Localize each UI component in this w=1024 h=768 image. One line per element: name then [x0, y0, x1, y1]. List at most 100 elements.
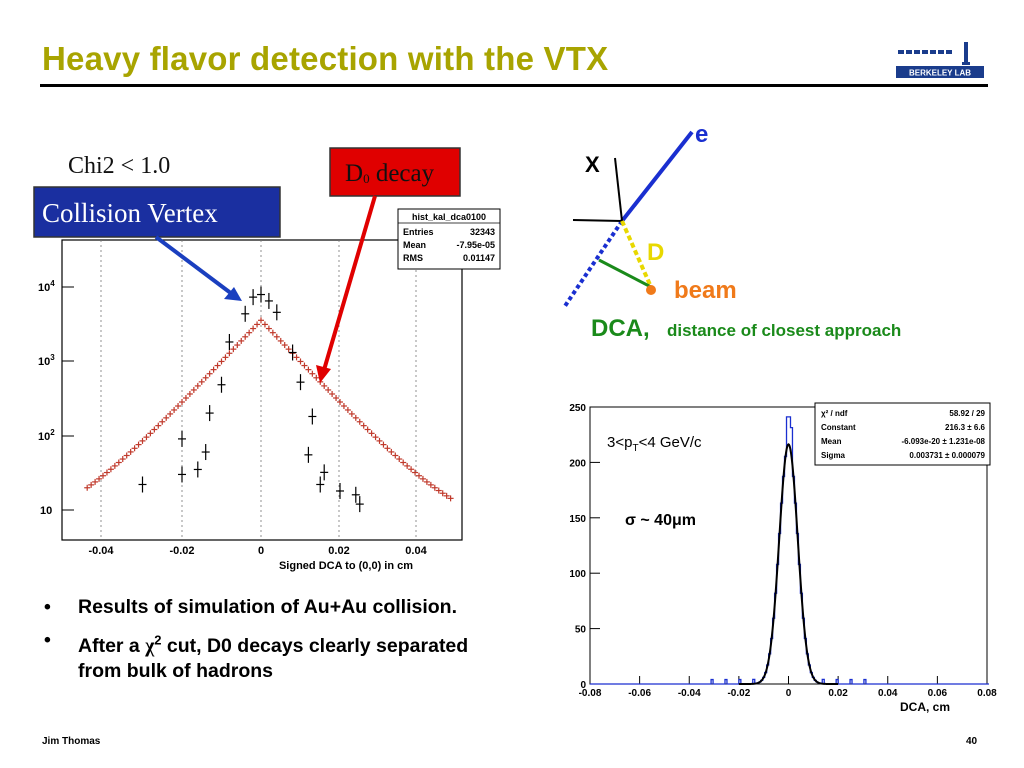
svg-text:D0 decay: D0 decay	[345, 160, 435, 187]
chi2-cut-marker	[316, 476, 325, 493]
all-tracks-marker	[175, 403, 182, 410]
dca-gaussian-fit-plot: 0 50 100 150 200 250 -0.08 -0.06 -0.04 -0.02 0 0.0…	[569, 402, 997, 714]
chi2-cut-marker	[320, 464, 329, 481]
all-tracks-marker	[293, 354, 300, 361]
y-tick-label: 0	[580, 680, 586, 691]
all-tracks-marker	[151, 426, 158, 433]
all-tracks-marker	[194, 382, 201, 389]
all-tracks-marker	[333, 395, 340, 402]
all-tracks-marker	[419, 475, 426, 482]
all-tracks-marker	[143, 434, 150, 441]
decay-arrow-head	[316, 365, 331, 383]
all-tracks-marker	[115, 459, 122, 466]
x-tick-label: 0.02	[828, 688, 848, 699]
svg-text:216.3 ± 6.6: 216.3 ± 6.6	[945, 423, 986, 432]
all-tracks-marker	[182, 395, 189, 402]
all-tracks-marker	[100, 472, 106, 479]
all-tracks-marker	[254, 321, 261, 328]
x-axis-label: DCA, cm	[900, 700, 950, 714]
chi2-cut-marker	[193, 461, 202, 478]
y-tick-1e3: 103	[38, 353, 55, 368]
all-tracks-marker	[119, 456, 126, 463]
all-tracks-marker	[388, 448, 395, 455]
bullet-text: After a χ2 cut, D0 decays clearly separa…	[78, 632, 469, 682]
all-tracks-marker	[281, 342, 288, 349]
chi2-cut-marker	[304, 446, 313, 463]
all-tracks-marker	[368, 430, 375, 437]
berkeley-lab-logo: BERKELEY LAB	[892, 38, 988, 80]
bullet-item: • After a χ2 cut, D0 decays clearly sepa…	[40, 628, 490, 683]
electron-track	[620, 130, 694, 223]
all-tracks-marker	[230, 346, 237, 353]
svg-text:58.92 / 29: 58.92 / 29	[949, 409, 985, 418]
bullet-marker: •	[44, 596, 51, 618]
all-tracks-marker	[360, 422, 367, 429]
all-tracks-marker	[206, 370, 213, 377]
d-meson-path	[620, 220, 653, 288]
y-tick-label: 150	[569, 514, 586, 525]
chi2-cut-marker	[288, 344, 297, 361]
all-tracks-marker	[88, 481, 95, 488]
bullet-item: • Results of simulation of Au+Au collisi…	[40, 595, 490, 619]
y-tick-label: 200	[569, 458, 586, 469]
chi2-cut-marker	[178, 466, 186, 483]
y-tick-1e4: 104	[38, 279, 55, 294]
all-tracks-marker	[123, 452, 130, 459]
beam-spot	[646, 285, 656, 295]
all-tracks-marker	[234, 342, 241, 349]
page-title: Heavy flavor detection with the VTX	[42, 40, 609, 77]
chi2-cut-marker	[257, 286, 265, 303]
all-tracks-marker	[439, 490, 446, 497]
y-tick-label: 50	[575, 625, 587, 636]
svg-text:-6.093e-20 ± 1.231e-08: -6.093e-20 ± 1.231e-08	[901, 437, 985, 446]
all-tracks-marker	[352, 414, 359, 421]
d0-decay-callout: D0 decay	[329, 147, 461, 197]
all-tracks-marker	[384, 445, 391, 452]
all-tracks-marker	[285, 346, 292, 353]
all-tracks-marker	[84, 484, 91, 491]
all-tracks-marker	[218, 358, 225, 365]
y-tick-label: 100	[569, 569, 586, 580]
x-tick-label: -0.06	[628, 688, 651, 699]
x-track	[614, 157, 623, 222]
all-tracks-marker	[404, 462, 411, 469]
all-tracks-marker	[301, 362, 308, 369]
svg-text:RMS: RMS	[403, 253, 423, 263]
all-tracks-marker	[313, 374, 320, 381]
svg-text:32343: 32343	[470, 227, 495, 237]
all-tracks-marker	[261, 321, 268, 328]
dca-histogram	[590, 416, 989, 685]
all-tracks-marker	[329, 390, 336, 397]
all-tracks-marker	[431, 484, 438, 491]
svg-text:0.01147: 0.01147	[463, 253, 495, 263]
all-tracks-marker	[250, 325, 257, 332]
all-tracks-marker	[202, 374, 209, 381]
svg-text:hist_kal_dca0100: hist_kal_dca0100	[412, 212, 486, 222]
vertex-arrow-head	[224, 287, 242, 301]
x-axis-label: Signed DCA to (0,0) in cm	[279, 560, 413, 572]
chi2-cut-marker	[205, 405, 214, 422]
all-tracks-marker	[190, 386, 197, 393]
all-tracks-marker	[179, 399, 185, 406]
all-tracks-marker	[198, 378, 205, 385]
plot-frame	[61, 239, 463, 541]
all-tracks-marker	[238, 337, 245, 344]
svg-text:Sigma: Sigma	[821, 451, 846, 460]
all-tracks-marker	[423, 478, 430, 485]
x-track-2	[572, 219, 623, 222]
all-tracks-marker	[135, 441, 142, 448]
all-tracks-marker	[107, 466, 114, 473]
footer-author: Jim Thomas	[42, 736, 101, 747]
chi2-cut-marker	[296, 374, 305, 391]
all-tracks-marker	[92, 478, 99, 485]
pt-range-label: 3<pT<4 GeV/c	[607, 434, 702, 454]
all-tracks-marker	[147, 430, 154, 437]
y-tick-1e1: 10	[40, 505, 52, 517]
gaussian-fit-curve	[738, 443, 839, 685]
x-tick-label: 0.08	[977, 688, 997, 699]
all-tracks-marker	[325, 386, 332, 393]
chi2-cut-marker	[308, 408, 317, 425]
x-tick-label: 0.04	[878, 688, 898, 699]
dca-label: DCA,	[591, 315, 650, 342]
all-tracks-marker	[167, 410, 174, 417]
